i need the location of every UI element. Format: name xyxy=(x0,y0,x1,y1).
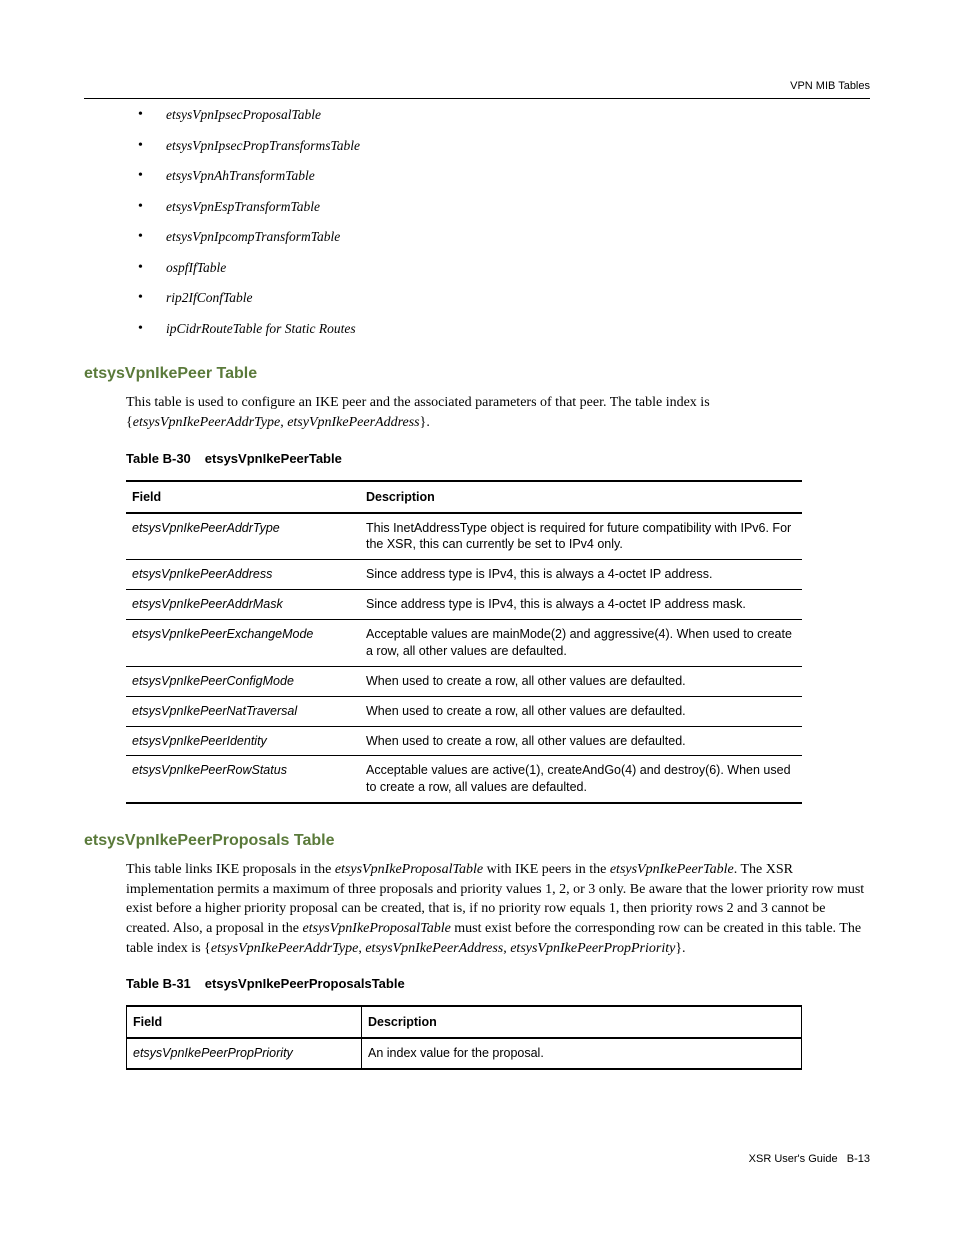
cell-desc: Acceptable values are mainMode(2) and ag… xyxy=(360,620,802,667)
cell-desc: When used to create a row, all other val… xyxy=(360,726,802,756)
bullet-item: etsysVpnIpcompTransformTable xyxy=(138,228,870,246)
para-ital: etsysVpnIkePeerAddrType xyxy=(133,415,280,430)
cell-field: etsysVpnIkePeerPropPriority xyxy=(127,1038,362,1069)
bullet-item: ospfIfTable xyxy=(138,259,870,277)
table-row: etsysVpnIkePeerAddress Since address typ… xyxy=(126,560,802,590)
table-header-field: Field xyxy=(127,1006,362,1038)
bullet-list: etsysVpnIpsecProposalTable etsysVpnIpsec… xyxy=(138,106,870,337)
cell-field: etsysVpnIkePeerRowStatus xyxy=(126,756,360,803)
cell-field: etsysVpnIkePeerAddrType xyxy=(126,513,360,560)
table-header-row: Field Description xyxy=(126,481,802,513)
bullet-item: rip2IfConfTable xyxy=(138,289,870,307)
cell-field: etsysVpnIkePeerExchangeMode xyxy=(126,620,360,667)
table-row: etsysVpnIkePeerNatTraversal When used to… xyxy=(126,696,802,726)
page: VPN MIB Tables etsysVpnIpsecProposalTabl… xyxy=(0,0,954,1235)
para-text: }. xyxy=(675,941,685,956)
section2-paragraph: This table links IKE proposals in the et… xyxy=(126,860,870,958)
table-caption-b31: Table B-31 etsysVpnIkePeerProposalsTable xyxy=(126,976,870,991)
cell-field: etsysVpnIkePeerConfigMode xyxy=(126,666,360,696)
cell-desc: Acceptable values are active(1), createA… xyxy=(360,756,802,803)
cell-field: etsysVpnIkePeerNatTraversal xyxy=(126,696,360,726)
cell-desc: When used to create a row, all other val… xyxy=(360,666,802,696)
para-ital: etsysVpnIkeProposalTable xyxy=(303,921,451,936)
para-ital: etsysVpnIkePeerTable xyxy=(610,862,734,877)
content-area: etsysVpnIpsecProposalTable etsysVpnIpsec… xyxy=(84,106,870,1070)
para-ital: etsysVpnIkePeerPropPriority xyxy=(510,941,675,956)
table-caption-b30: Table B-30 etsysVpnIkePeerTable xyxy=(126,451,870,466)
table-header-description: Description xyxy=(362,1006,802,1038)
para-ital: etsysVpnIkePeerAddrType xyxy=(211,941,358,956)
table-ikepeer: Field Description etsysVpnIkePeerAddrTyp… xyxy=(126,480,802,805)
table-row: etsysVpnIkePeerAddrType This InetAddress… xyxy=(126,513,802,560)
bullet-item: etsysVpnAhTransformTable xyxy=(138,167,870,185)
para-ital: etsysVpnIkeProposalTable xyxy=(335,862,483,877)
bullet-item: etsysVpnEspTransformTable xyxy=(138,198,870,216)
table-row: etsysVpnIkePeerRowStatus Acceptable valu… xyxy=(126,756,802,803)
para-ital: etsysVpnIkePeerAddress xyxy=(365,941,503,956)
cell-desc: When used to create a row, all other val… xyxy=(360,696,802,726)
table-row: etsysVpnIkePeerIdentity When used to cre… xyxy=(126,726,802,756)
para-text: }. xyxy=(420,415,430,430)
table-row: etsysVpnIkePeerExchangeMode Acceptable v… xyxy=(126,620,802,667)
cell-desc: An index value for the proposal. xyxy=(362,1038,802,1069)
table-header-description: Description xyxy=(360,481,802,513)
table-header-field: Field xyxy=(126,481,360,513)
cell-desc: This InetAddressType object is required … xyxy=(360,513,802,560)
bullet-item: ipCidrRouteTable for Static Routes xyxy=(138,320,870,338)
footer: XSR User's Guide B-13 xyxy=(749,1153,870,1165)
caption-title: etsysVpnIkePeerTable xyxy=(205,451,342,466)
header-rule xyxy=(84,98,870,99)
para-text: with IKE peers in the xyxy=(483,862,610,877)
bullet-item: etsysVpnIpsecProposalTable xyxy=(138,106,870,124)
para-ital: etsyVpnIkePeerAddress xyxy=(287,415,419,430)
cell-field: etsysVpnIkePeerAddress xyxy=(126,560,360,590)
cell-field: etsysVpnIkePeerAddrMask xyxy=(126,590,360,620)
table-row: etsysVpnIkePeerAddrMask Since address ty… xyxy=(126,590,802,620)
cell-desc: Since address type is IPv4, this is alwa… xyxy=(360,590,802,620)
footer-page: B-13 xyxy=(847,1153,870,1165)
section-heading-ikepeerproposals: etsysVpnIkePeerProposals Table xyxy=(84,832,870,850)
section1-paragraph: This table is used to configure an IKE p… xyxy=(126,393,870,432)
bullet-item: etsysVpnIpsecPropTransformsTable xyxy=(138,137,870,155)
caption-number: Table B-31 xyxy=(126,976,191,991)
table-header-row: Field Description xyxy=(127,1006,802,1038)
table-ikepeerproposals: Field Description etsysVpnIkePeerPropPri… xyxy=(126,1005,802,1070)
cell-desc: Since address type is IPv4, this is alwa… xyxy=(360,560,802,590)
table-row: etsysVpnIkePeerPropPriority An index val… xyxy=(127,1038,802,1069)
para-text: This table links IKE proposals in the xyxy=(126,862,335,877)
header-right-text: VPN MIB Tables xyxy=(790,80,870,92)
footer-guide: XSR User's Guide xyxy=(749,1153,838,1165)
caption-number: Table B-30 xyxy=(126,451,191,466)
cell-field: etsysVpnIkePeerIdentity xyxy=(126,726,360,756)
caption-title: etsysVpnIkePeerProposalsTable xyxy=(205,976,405,991)
table-row: etsysVpnIkePeerConfigMode When used to c… xyxy=(126,666,802,696)
section-heading-ikepeer: etsysVpnIkePeer Table xyxy=(84,365,870,383)
